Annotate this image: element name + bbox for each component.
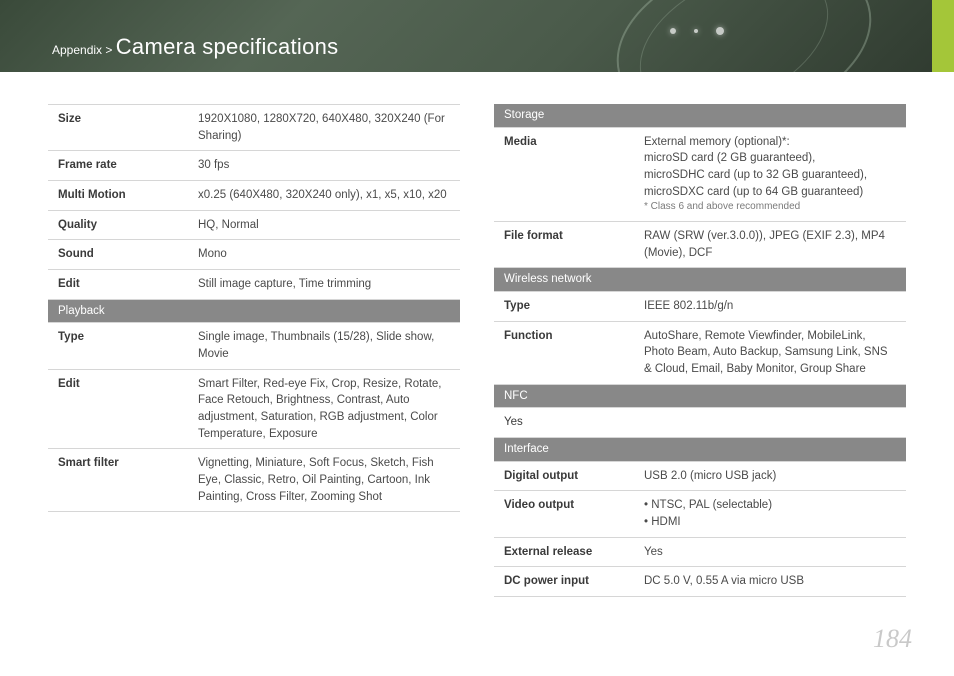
spec-label: Type <box>48 323 188 369</box>
spec-label: Media <box>494 127 634 221</box>
spec-value: x0.25 (640X480, 320X240 only), x1, x5, x… <box>188 181 460 211</box>
spec-label: Edit <box>48 270 188 300</box>
section-header-row: Storage <box>494 104 906 127</box>
section-header-row: Wireless network <box>494 268 906 292</box>
table-row: Yes <box>494 408 906 438</box>
table-row: Size1920X1080, 1280X720, 640X480, 320X24… <box>48 105 460 151</box>
table-row: QualityHQ, Normal <box>48 210 460 240</box>
spec-label: Type <box>494 291 634 321</box>
table-row: MediaExternal memory (optional)*:microSD… <box>494 127 906 221</box>
page-title: Camera specifications <box>116 34 339 59</box>
spec-value: AutoShare, Remote Viewfinder, MobileLink… <box>634 321 906 384</box>
spec-label: File format <box>494 221 634 267</box>
table-row: Video outputNTSC, PAL (selectable)HDMI <box>494 491 906 537</box>
spec-value: Single image, Thumbnails (15/28), Slide … <box>188 323 460 369</box>
spec-label: Smart filter <box>48 449 188 512</box>
section-header-row: NFC <box>494 384 906 408</box>
spec-value: USB 2.0 (micro USB jack) <box>634 461 906 491</box>
table-row: TypeIEEE 802.11b/g/n <box>494 291 906 321</box>
spec-value: RAW (SRW (ver.3.0.0)), JPEG (EXIF 2.3), … <box>634 221 906 267</box>
spec-value: IEEE 802.11b/g/n <box>634 291 906 321</box>
section-header-cell: Interface <box>494 437 906 461</box>
table-row: File formatRAW (SRW (ver.3.0.0)), JPEG (… <box>494 221 906 267</box>
right-column: StorageMediaExternal memory (optional)*:… <box>494 104 906 597</box>
table-row: TypeSingle image, Thumbnails (15/28), Sl… <box>48 323 460 369</box>
section-header-cell: Storage <box>494 104 906 127</box>
spec-value: 30 fps <box>188 151 460 181</box>
spec-value: Smart Filter, Red-eye Fix, Crop, Resize,… <box>188 369 460 449</box>
section-header-cell: Wireless network <box>494 268 906 292</box>
table-row: DC power inputDC 5.0 V, 0.55 A via micro… <box>494 567 906 597</box>
spec-label: Edit <box>48 369 188 449</box>
table-row: EditStill image capture, Time trimming <box>48 270 460 300</box>
spec-label: Video output <box>494 491 634 537</box>
section-color-tab <box>932 0 954 72</box>
page-header: Appendix > Camera specifications <box>0 0 954 72</box>
left-column: Size1920X1080, 1280X720, 640X480, 320X24… <box>48 104 460 597</box>
spec-table-left: Size1920X1080, 1280X720, 640X480, 320X24… <box>48 104 460 512</box>
bullet-item: HDMI <box>644 514 896 531</box>
breadcrumb: Appendix > Camera specifications <box>52 34 338 60</box>
spec-label: External release <box>494 537 634 567</box>
content-area: Size1920X1080, 1280X720, 640X480, 320X24… <box>0 72 954 597</box>
spec-value: DC 5.0 V, 0.55 A via micro USB <box>634 567 906 597</box>
table-row: Smart filterVignetting, Miniature, Soft … <box>48 449 460 512</box>
spec-label: Multi Motion <box>48 181 188 211</box>
table-row: Multi Motionx0.25 (640X480, 320X240 only… <box>48 181 460 211</box>
spec-value: NTSC, PAL (selectable)HDMI <box>634 491 906 537</box>
decorative-dots <box>670 28 724 35</box>
spec-label: Frame rate <box>48 151 188 181</box>
spec-label: Function <box>494 321 634 384</box>
spec-label: Quality <box>48 210 188 240</box>
footnote: * Class 6 and above recommended <box>644 200 896 215</box>
spec-value: Vignetting, Miniature, Soft Focus, Sketc… <box>188 449 460 512</box>
section-header-cell: Playback <box>48 299 460 323</box>
table-row: EditSmart Filter, Red-eye Fix, Crop, Res… <box>48 369 460 449</box>
spec-table-right: StorageMediaExternal memory (optional)*:… <box>494 104 906 597</box>
spec-label: Yes <box>494 408 906 438</box>
spec-value: Still image capture, Time trimming <box>188 270 460 300</box>
spec-value: External memory (optional)*:microSD card… <box>634 127 906 221</box>
spec-label: DC power input <box>494 567 634 597</box>
spec-value: 1920X1080, 1280X720, 640X480, 320X240 (F… <box>188 105 460 151</box>
spec-value: HQ, Normal <box>188 210 460 240</box>
table-row: External releaseYes <box>494 537 906 567</box>
spec-label: Size <box>48 105 188 151</box>
table-row: FunctionAutoShare, Remote Viewfinder, Mo… <box>494 321 906 384</box>
table-row: Frame rate30 fps <box>48 151 460 181</box>
section-header-row: Playback <box>48 299 460 323</box>
table-row: SoundMono <box>48 240 460 270</box>
bullet-item: NTSC, PAL (selectable) <box>644 497 896 514</box>
spec-label: Digital output <box>494 461 634 491</box>
section-header-row: Interface <box>494 437 906 461</box>
table-row: Digital outputUSB 2.0 (micro USB jack) <box>494 461 906 491</box>
spec-label: Sound <box>48 240 188 270</box>
breadcrumb-prefix: Appendix > <box>52 43 112 57</box>
page-number: 184 <box>873 624 912 654</box>
spec-value: Mono <box>188 240 460 270</box>
section-header-cell: NFC <box>494 384 906 408</box>
spec-value: Yes <box>634 537 906 567</box>
